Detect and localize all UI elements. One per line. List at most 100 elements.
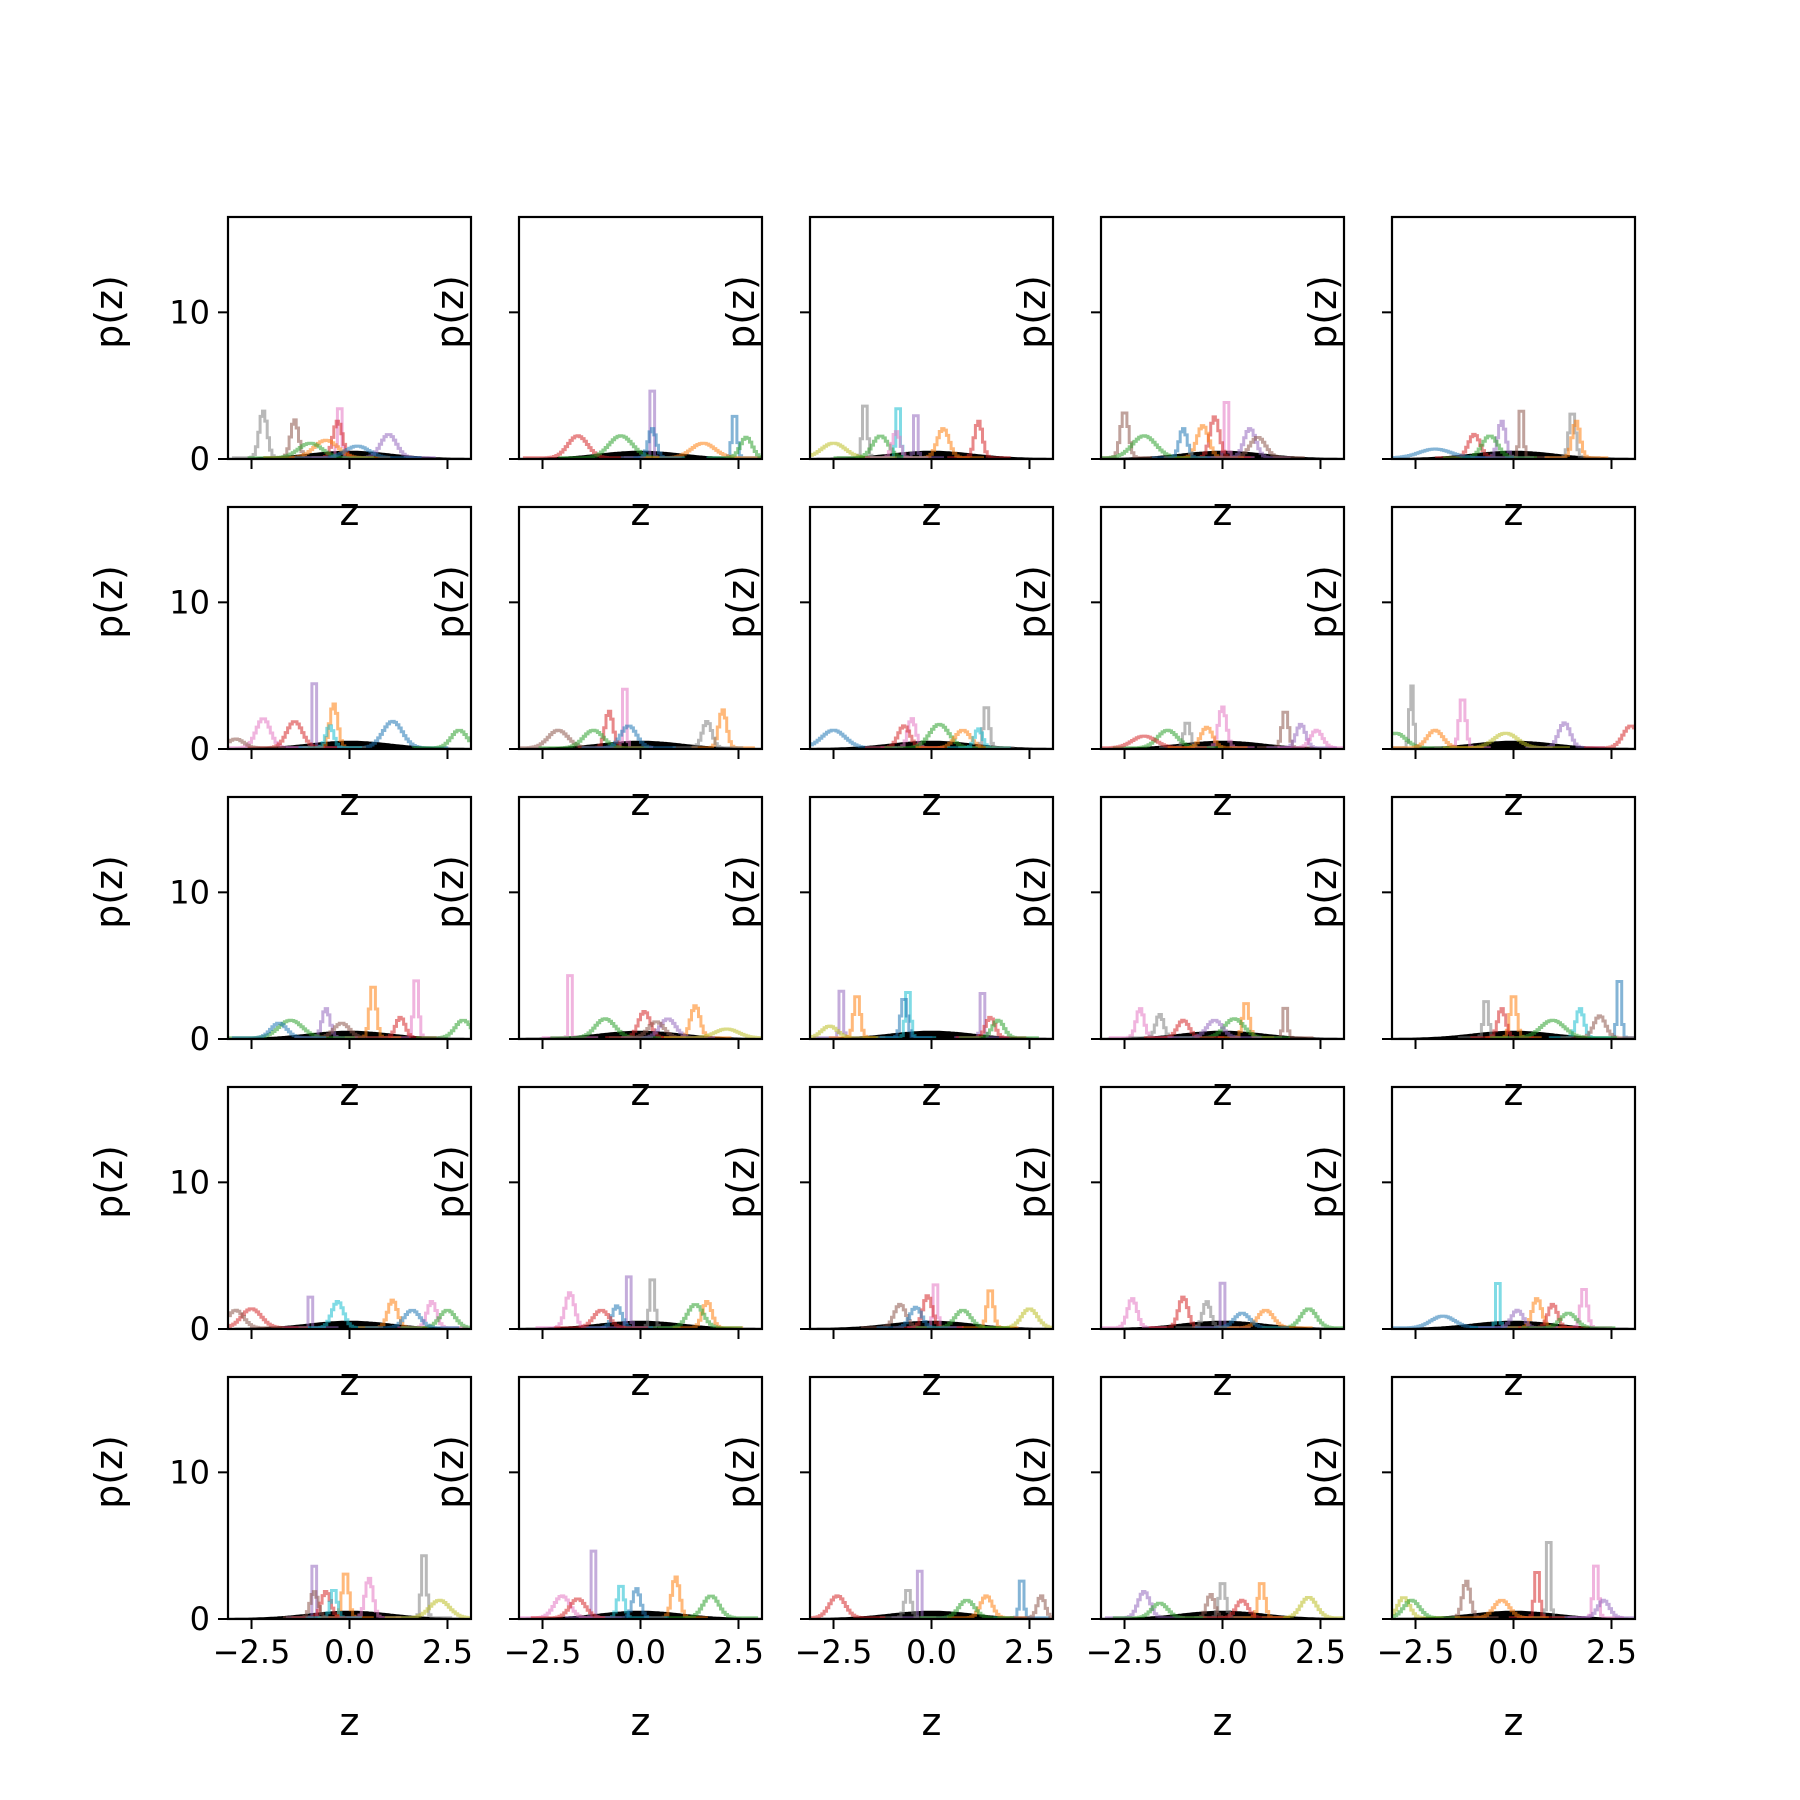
x-axis-label: z [340, 780, 360, 824]
y-tick-label: 10 [169, 1453, 210, 1491]
series-line [228, 737, 285, 749]
panel-13: z p(z) [719, 795, 1055, 1114]
x-axis-label: z [922, 1070, 942, 1114]
y-axis-label: p(z) [719, 275, 763, 349]
series-line [365, 1308, 460, 1329]
y-axis-label: p(z) [428, 1145, 472, 1219]
x-axis-label: z [1504, 780, 1524, 824]
x-axis-label: z [631, 1700, 651, 1744]
series-line [620, 427, 685, 459]
series-line [1584, 724, 1635, 749]
series-line [810, 1594, 886, 1619]
x-axis-label: z [922, 1360, 942, 1404]
series-line [707, 435, 762, 459]
series-line [919, 1598, 1014, 1619]
series-line [1555, 1288, 1613, 1329]
x-axis-label: z [1504, 490, 1524, 534]
y-tick-label: 10 [169, 583, 210, 621]
series-line [538, 728, 650, 749]
panel-series [1392, 1282, 1635, 1329]
y-axis-label: p(z) [1010, 275, 1054, 349]
series-line [1392, 684, 1442, 749]
panel-series [1101, 401, 1344, 459]
panel-series [1392, 1541, 1635, 1619]
panel-7: z p(z) [428, 505, 764, 824]
series-line [1520, 1541, 1577, 1619]
series-line [554, 1308, 649, 1329]
x-tick-label: −2.5 [213, 1633, 291, 1671]
series-line [412, 728, 471, 749]
panel-22: −2.5 0.0 2.5 z p(z) [428, 1375, 764, 1744]
series-line [530, 1597, 625, 1619]
y-axis-label: p(z) [1301, 1435, 1345, 1509]
series-line [958, 1018, 1039, 1039]
panel-series [519, 389, 762, 459]
x-axis-label: z [1504, 1360, 1524, 1404]
panel-series [519, 1549, 762, 1619]
series-line [648, 1303, 743, 1329]
series-line [1443, 731, 1570, 749]
series-line [384, 1598, 471, 1619]
series-line [876, 1305, 957, 1329]
panel-series [228, 682, 471, 749]
x-axis-label: z [1213, 490, 1233, 534]
panel-16: 0 10 z p(z) [87, 1085, 473, 1404]
series-line [1144, 1018, 1225, 1039]
x-tick-label: 2.5 [422, 1633, 473, 1671]
x-axis-label: z [1213, 1700, 1233, 1744]
series-line [535, 1291, 606, 1329]
panel-series [1392, 684, 1635, 749]
panel-series [1101, 1002, 1344, 1039]
panel-series [228, 1295, 471, 1329]
y-axis-label: p(z) [428, 1435, 472, 1509]
series-line [864, 430, 929, 459]
panel-17: z p(z) [428, 1085, 764, 1404]
y-axis-label: p(z) [428, 275, 472, 349]
series-line [247, 441, 375, 459]
y-axis-label: p(z) [87, 1145, 131, 1219]
series-line [1490, 1018, 1617, 1039]
x-tick-label: −2.5 [795, 1633, 873, 1671]
series-line [282, 1590, 347, 1619]
series-line [605, 1587, 669, 1619]
y-axis-label: p(z) [1010, 855, 1054, 929]
series-line [664, 1027, 762, 1039]
x-tick-label: 0.0 [1488, 1633, 1539, 1671]
x-axis-label: z [1213, 1360, 1233, 1404]
x-axis-label: z [922, 490, 942, 534]
panel-series [810, 706, 1053, 749]
series-line [541, 974, 599, 1039]
y-axis-label: p(z) [719, 855, 763, 929]
series-line [1101, 1297, 1167, 1329]
x-axis-label: z [340, 1360, 360, 1404]
panel-series [1392, 980, 1635, 1039]
series-line [228, 1308, 285, 1329]
series-line [231, 1021, 326, 1039]
panel-series [810, 989, 1053, 1039]
panel-series [810, 1283, 1053, 1329]
y-axis-label: p(z) [1010, 1435, 1054, 1509]
series-line [1152, 427, 1216, 459]
series-line [664, 1594, 759, 1619]
x-tick-label: 0.0 [906, 1633, 957, 1671]
y-axis-label: p(z) [87, 565, 131, 639]
series-line [1392, 447, 1515, 459]
panel-series [228, 979, 471, 1039]
series-line [810, 1024, 879, 1039]
series-line [1392, 1314, 1508, 1329]
y-tick-label: 10 [169, 293, 210, 331]
axes-frame [1390, 1085, 1637, 1331]
series-line [1544, 419, 1609, 459]
y-axis-label: p(z) [87, 1435, 131, 1509]
series-line [958, 706, 1015, 749]
x-tick-label: 0.0 [324, 1633, 375, 1671]
series-line [875, 998, 933, 1039]
y-axis-label: p(z) [1301, 855, 1345, 929]
series-line [947, 727, 1011, 749]
panel-20: z p(z) [1301, 1085, 1637, 1404]
axes-frame [1390, 505, 1637, 751]
series-line [1101, 434, 1207, 459]
x-tick-label: 2.5 [1295, 1633, 1346, 1671]
series-line [1009, 1594, 1053, 1619]
